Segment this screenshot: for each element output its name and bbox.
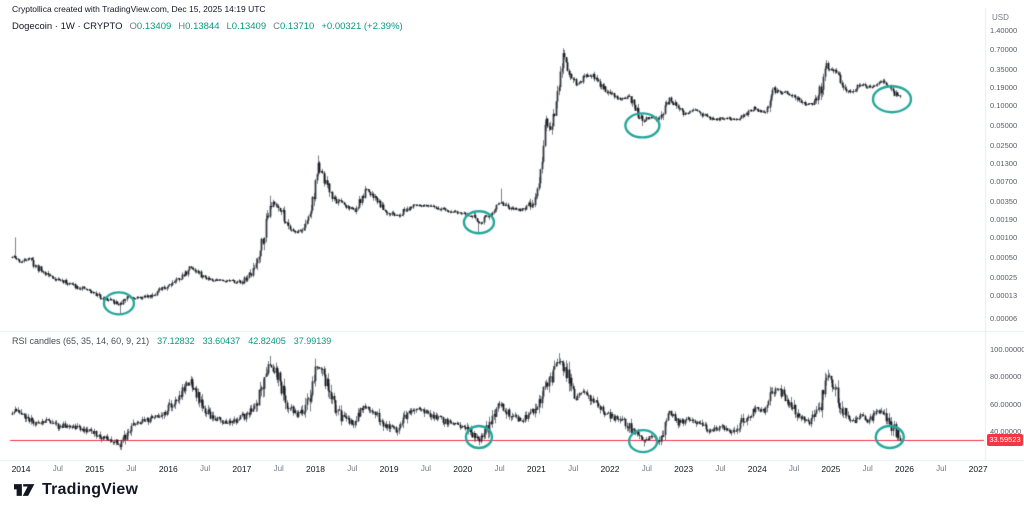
axis-tick-label: 2024 xyxy=(747,464,767,474)
close-value: C0.13710 xyxy=(273,21,315,32)
axis-tick-label: Jul xyxy=(347,464,358,473)
axis-tick-label: 2014 xyxy=(11,464,31,474)
symbol-legend: Dogecoin · 1W · CRYPTO O0.13409 H0.13844… xyxy=(12,21,403,32)
tradingview-wordmark: TradingView xyxy=(42,481,139,498)
axis-tick-label: Jul xyxy=(862,464,873,473)
axis-tick-label: Jul xyxy=(420,464,432,473)
rsi-level-badge: 33.59523 xyxy=(987,434,1023,447)
axis-tick-label: 60.00000 xyxy=(990,399,1022,409)
axis-tick-label: 0.02500 xyxy=(990,140,1018,150)
rsi-legend: RSI candles (65, 35, 14, 60, 9, 21) 37.1… xyxy=(12,336,331,346)
axis-tick-label: 2019 xyxy=(379,464,399,474)
axis-tick-label: 2027 xyxy=(968,464,988,474)
axis-tick-label: 100.00000 xyxy=(990,344,1024,354)
axis-tick-label: Jul xyxy=(494,464,505,473)
axis-tick-label: 2016 xyxy=(158,464,178,474)
rsi-indicator-title[interactable]: RSI candles (65, 35, 14, 60, 9, 21) xyxy=(12,336,150,346)
axis-tick-label: 2015 xyxy=(85,464,105,474)
axis-tick-label: 80.00000 xyxy=(990,372,1022,381)
axis-tick-label: Jul xyxy=(788,464,800,473)
axis-tick-label: 2025 xyxy=(821,464,841,474)
axis-tick-label: 2020 xyxy=(453,464,473,474)
axis-tick-label: 0.19000 xyxy=(990,82,1018,92)
axis-tick-label: 2022 xyxy=(600,464,620,474)
axis-tick-label: 0.05000 xyxy=(990,120,1018,130)
axis-tick-label: 0.00700 xyxy=(990,177,1018,187)
axis-tick-label: 2026 xyxy=(895,464,914,474)
axis-tick-label: 40.00000 xyxy=(990,427,1022,436)
axis-tick-label: 0.00190 xyxy=(990,214,1018,224)
high-value: H0.13844 xyxy=(178,21,220,32)
rsi-value-1: 37.12832 xyxy=(157,336,195,346)
axis-tick-label: Jul xyxy=(273,464,284,473)
symbol-title[interactable]: Dogecoin · 1W · CRYPTO xyxy=(12,21,123,32)
axis-tick-label: 0.35000 xyxy=(990,65,1018,75)
axis-tick-label: 0.00100 xyxy=(990,232,1018,242)
axis-tick-label: Jul xyxy=(199,464,211,473)
currency-label: USD xyxy=(992,13,1009,22)
axis-tick-label: 0.00025 xyxy=(990,272,1018,282)
axis-tick-label: Jul xyxy=(52,464,63,473)
axis-tick-label: 2018 xyxy=(306,464,325,474)
axis-tick-label: Jul xyxy=(936,464,947,473)
rsi-value-3: 42.82405 xyxy=(248,336,286,346)
open-value: O0.13409 xyxy=(129,21,172,32)
axis-tick-label: 0.00050 xyxy=(990,252,1018,262)
axis-tick-label: Jul xyxy=(126,464,137,473)
axis-tick-label: 2021 xyxy=(526,464,546,474)
axis-tick-label: 0.00013 xyxy=(990,291,1018,301)
axis-tick-label: 0.00350 xyxy=(990,197,1018,207)
axis-tick-label: 0.01300 xyxy=(990,159,1018,169)
tradingview-logo-icon[interactable] xyxy=(14,480,35,500)
change-value: +0.00321 (+2.39%) xyxy=(321,21,403,32)
rsi-value-2: 33.60437 xyxy=(202,336,241,346)
low-value: L0.13409 xyxy=(226,21,267,32)
attribution-text: Cryptollica created with TradingView.com… xyxy=(12,4,266,14)
axis-tick-label: 0.00006 xyxy=(990,313,1018,323)
axis-tick-label: Jul xyxy=(641,464,652,473)
axis-tick-label: 0.10000 xyxy=(990,101,1018,111)
axis-tick-label: 0.70000 xyxy=(990,45,1018,55)
axis-tick-label: Jul xyxy=(715,464,726,473)
tradingview-footer[interactable]: TradingView xyxy=(14,480,138,500)
axis-tick-label: 2017 xyxy=(232,464,252,474)
axis-tick-label: Jul xyxy=(568,464,579,473)
axis-tick-label: 2023 xyxy=(674,464,694,474)
rsi-value-4: 37.99139 xyxy=(293,336,332,346)
axis-tick-label: 1.40000 xyxy=(990,25,1018,35)
